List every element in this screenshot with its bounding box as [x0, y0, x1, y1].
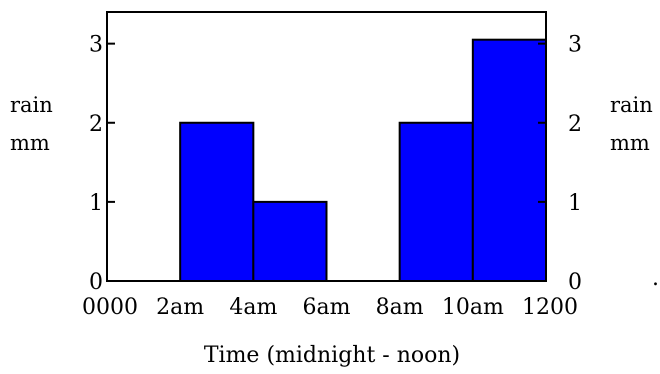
plot-frame	[106, 11, 547, 282]
x-tick-label-2: 4am	[229, 295, 277, 320]
y-tick-label-left-1: 1	[89, 191, 103, 216]
x-tick-label-4: 8am	[376, 295, 424, 320]
x-tick-label-5: 10am	[442, 295, 504, 320]
stray-mark: .	[652, 266, 659, 291]
y-tick-label-right-3: 3	[568, 33, 582, 58]
x-tick-label-3: 6am	[303, 295, 351, 320]
y-tick-label-left-2: 2	[89, 112, 103, 137]
y-tick-label-right-1: 1	[568, 191, 582, 216]
bar-1	[252, 200, 328, 282]
left-ylabel-line2: mm	[10, 131, 50, 155]
y-tick-label-left-3: 3	[89, 33, 103, 58]
x-tick-label-6: 1200	[522, 295, 578, 320]
x-tick-label-0: 0000	[82, 295, 138, 320]
left-ylabel-line1: rain	[10, 93, 53, 117]
bar-3	[471, 38, 548, 282]
bar-0	[179, 121, 255, 282]
x-axis-title: Time (midnight - noon)	[204, 343, 460, 368]
bar-group	[179, 38, 548, 282]
y-tick-label-right-2: 2	[568, 112, 582, 137]
right-ylabel-line1: rain	[610, 93, 653, 117]
right-ylabel-line2: mm	[610, 131, 650, 155]
y-tick-label-right-0: 0	[568, 270, 582, 295]
x-tick-label-1: 2am	[156, 295, 204, 320]
y-ticks: 0 0 1 1 2 2 3 3	[89, 33, 582, 295]
x-ticks: 0000 2am 4am 6am 8am 10am 1200	[82, 295, 578, 320]
y-tick-label-left-0: 0	[89, 270, 103, 295]
bar-2	[398, 121, 474, 282]
